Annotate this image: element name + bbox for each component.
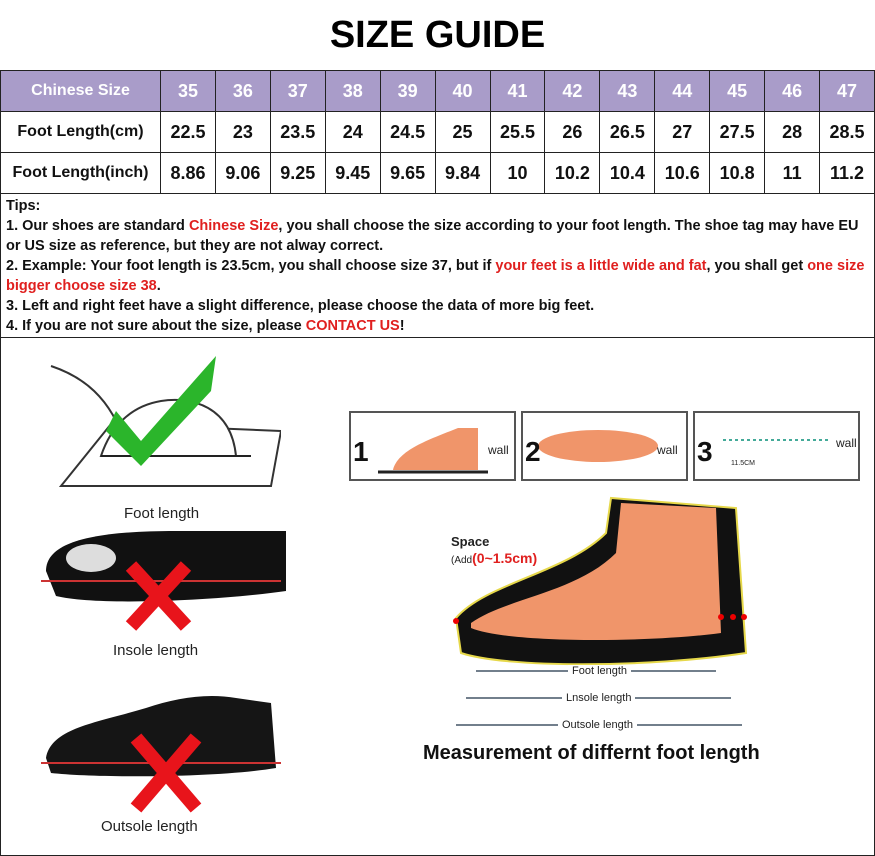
diagram-insole-length: Lnsole length: [562, 692, 636, 704]
size-cell: 36: [214, 70, 271, 112]
tips-section: Tips: 1. Our shoes are standard Chinese …: [0, 193, 875, 338]
tip-3: 3. Left and right feet have a slight dif…: [6, 298, 595, 314]
cross-icon: [125, 561, 192, 631]
illustrations-panel: Foot length Insole length Outsole length…: [0, 338, 875, 856]
outsole-caption: Outsole length: [101, 818, 198, 835]
size-cell: 39: [379, 70, 436, 112]
table-row: Foot Length(cm) 22.5 23 23.5 24 24.5 25 25.5 26 2…: [0, 111, 875, 153]
tip-highlight: Chinese Size: [188, 218, 279, 234]
size-cell: 11: [764, 152, 821, 194]
size-cell: 25: [434, 111, 491, 153]
space-range: (0~1.5cm): [472, 550, 538, 566]
row-label: Foot Length(cm): [0, 111, 161, 153]
tip-text: 1. Our shoes are standard: [6, 218, 189, 234]
size-cell: 47: [819, 70, 875, 112]
size-cell: 41: [489, 70, 546, 112]
size-cell: 8.86: [160, 152, 216, 194]
tip-text: .: [156, 278, 161, 294]
size-cell: 24: [324, 111, 381, 153]
size-cell: 27: [654, 111, 711, 153]
size-cell: 9.25: [269, 152, 326, 194]
size-cell: 46: [764, 70, 821, 112]
tip-text: , you shall choose the size according to…: [6, 218, 859, 254]
wall-label: wall: [657, 443, 678, 457]
cross-icon: [130, 733, 202, 813]
table-row: Foot Length(inch) 8.86 9.06 9.25 9.45 9.65 9.8…: [0, 152, 875, 194]
tip-highlight: one size bigger choose size 38: [6, 258, 865, 294]
tip-highlight: your feet is a little wide and fat: [495, 258, 707, 274]
step3-tag: 11.5CM: [731, 460, 755, 467]
size-cell: 38: [324, 70, 381, 112]
diagram-outsole-length: Outsole length: [558, 719, 637, 731]
size-cell: 43: [599, 70, 656, 112]
size-cell: 35: [160, 70, 216, 112]
size-cell: 10.4: [599, 152, 656, 194]
size-cell: 9.84: [434, 152, 491, 194]
size-cell: 25.5: [489, 111, 546, 153]
check-icon: [106, 356, 216, 466]
tip-text: 2. Example: Your foot length is 23.5cm, …: [6, 258, 496, 274]
size-cell: 24.5: [379, 111, 436, 153]
wall-label: wall: [488, 443, 509, 457]
size-cell: 26: [544, 111, 601, 153]
tip-text: !: [399, 318, 405, 334]
size-cell: 11.2: [819, 152, 875, 194]
size-cell: 26.5: [599, 111, 656, 153]
size-cell: 27.5: [709, 111, 766, 153]
tips-heading: Tips:: [6, 198, 41, 214]
size-cell: 23.5: [269, 111, 326, 153]
size-table: Chinese Size 35 36 37 38 39 40 41 42 43 44 45 46 47 F…: [0, 70, 875, 194]
tip-text: 4. If you are not sure about the size, p…: [6, 318, 306, 334]
measure-steps-illustration: [349, 411, 860, 481]
header-label: Chinese Size: [0, 70, 161, 112]
step-1-number: 1: [353, 436, 369, 467]
foot-measure-illustration: [50, 356, 281, 487]
space-add-label: (Add(0~1.5cm): [451, 550, 537, 566]
tip-text: , you shall get: [706, 258, 808, 274]
size-cell: 45: [709, 70, 766, 112]
size-cell: 28: [764, 111, 821, 153]
wall-label: wall: [836, 436, 857, 450]
size-cell: 10.8: [709, 152, 766, 194]
foot-length-caption: Foot length: [124, 505, 200, 522]
page-title: SIZE GUIDE: [329, 13, 546, 56]
size-cell: 9.06: [214, 152, 271, 194]
row-label: Foot Length(inch): [0, 152, 161, 194]
size-cell: 37: [269, 70, 326, 112]
space-add: (Add: [451, 555, 473, 566]
size-cell: 22.5: [160, 111, 216, 153]
size-cell: 10.2: [544, 152, 601, 194]
tip-1: 1. Our shoes are standard Chinese Size, …: [6, 216, 869, 256]
tip-2: 2. Example: Your foot length is 23.5cm, …: [6, 256, 869, 296]
tip-4: 4. If you are not sure about the size, p…: [6, 316, 869, 336]
size-cell: 9.45: [324, 152, 381, 194]
size-cell: 44: [654, 70, 711, 112]
size-cell: 10: [489, 152, 546, 194]
contact-us-highlight: CONTACT US: [305, 318, 400, 334]
insole-caption: Insole length: [113, 642, 199, 659]
table-header-row: Chinese Size 35 36 37 38 39 40 41 42 43 44 45 46 47: [0, 70, 875, 112]
step-3-number: 3: [697, 436, 713, 467]
step-2-number: 2: [525, 436, 541, 467]
space-label: Space: [451, 534, 490, 549]
size-cell: 42: [544, 70, 601, 112]
size-cell: 9.65: [379, 152, 436, 194]
insole-illustration: [41, 531, 286, 631]
size-cell: 10.6: [654, 152, 711, 194]
size-cell: 28.5: [819, 111, 875, 153]
size-cell: 23: [214, 111, 271, 153]
size-cell: 40: [434, 70, 491, 112]
outsole-illustration: [41, 696, 281, 813]
diagram-foot-length: Foot length: [568, 665, 632, 677]
diagram-title: Measurement of differnt foot length: [423, 742, 760, 764]
